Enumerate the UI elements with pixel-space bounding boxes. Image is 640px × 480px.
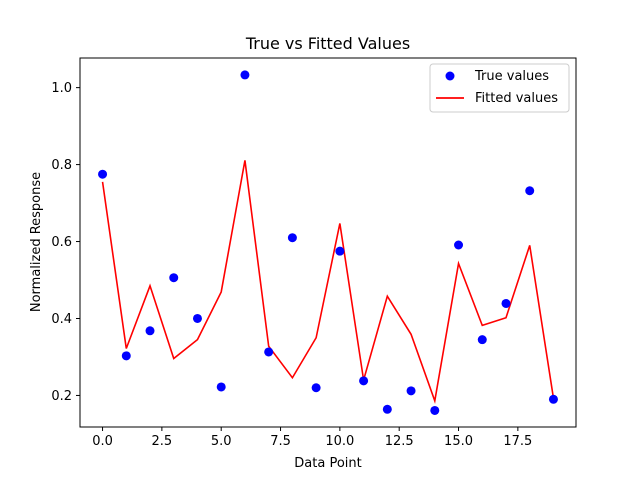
- y-tick-label: 0.2: [51, 389, 72, 404]
- true-value-point-6: [240, 70, 250, 80]
- x-tick-label: 5.0: [211, 434, 232, 449]
- true-value-point-3: [169, 273, 179, 283]
- true-value-point-19: [548, 394, 558, 404]
- x-tick-label: 10.0: [325, 434, 354, 449]
- x-tick-label: 15.0: [444, 434, 473, 449]
- plot-area: [98, 70, 558, 415]
- x-tick-label: 12.5: [385, 434, 414, 449]
- x-tick-label: 0.0: [92, 434, 113, 449]
- true-value-point-4: [192, 313, 202, 323]
- legend-label-fitted-values: Fitted values: [475, 91, 558, 106]
- x-tick-label: 7.5: [270, 434, 291, 449]
- true-value-point-16: [477, 335, 487, 345]
- legend-box: [429, 63, 570, 113]
- true-value-point-10: [335, 246, 345, 256]
- true-value-point-9: [311, 383, 321, 393]
- true-value-point-15: [454, 240, 464, 250]
- axes-frame: [79, 57, 577, 428]
- true-value-point-17: [501, 298, 511, 308]
- true-value-point-11: [359, 376, 369, 386]
- true-value-point-5: [216, 382, 226, 392]
- true-value-point-14: [430, 405, 440, 415]
- true-value-point-1: [121, 351, 131, 361]
- y-tick-label: 0.8: [51, 158, 72, 173]
- true-value-point-0: [98, 169, 108, 179]
- x-tick-label: 2.5: [152, 434, 173, 449]
- legend-label-true-values: True values: [474, 69, 549, 84]
- true-value-point-7: [264, 347, 274, 357]
- true-value-point-2: [145, 326, 155, 336]
- x-axis: 0.0 2.5 5.0 7.5 10.0 12.5 15.0 17.5: [92, 427, 532, 449]
- y-tick-label: 0.4: [51, 312, 72, 327]
- legend-marker-true-values: [445, 71, 455, 81]
- y-axis-label: Normalized Response: [29, 172, 44, 312]
- true-value-point-18: [525, 186, 535, 196]
- legend: True values Fitted values: [429, 63, 570, 113]
- x-tick-label: 17.5: [503, 434, 532, 449]
- true-value-point-12: [382, 404, 392, 414]
- x-axis-label: Data Point: [294, 456, 361, 471]
- y-tick-label: 0.6: [51, 235, 72, 250]
- true-value-point-13: [406, 386, 416, 396]
- true-value-point-8: [287, 233, 297, 243]
- y-tick-label: 1.0: [51, 81, 72, 96]
- y-axis: 0.2 0.4 0.6 0.8 1.0: [51, 81, 80, 404]
- chart-title: True vs Fitted Values: [245, 34, 410, 53]
- fitted-values-line: [101, 160, 555, 404]
